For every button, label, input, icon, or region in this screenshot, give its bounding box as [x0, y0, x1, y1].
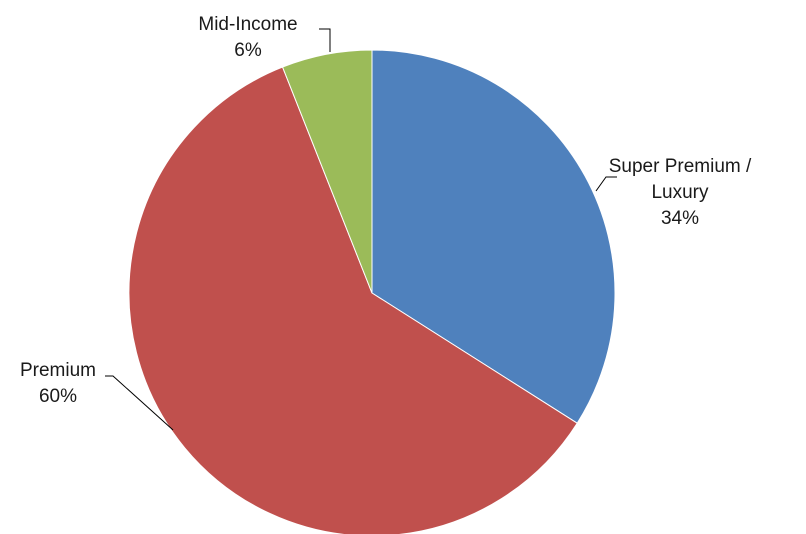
data-label-super-premium-luxury: Super Premium / Luxury 34%: [609, 156, 752, 229]
pie-slice-super-premium-luxury: [371, 49, 616, 424]
percent-label: 60%: [39, 386, 77, 407]
data-label-premium: Premium 60%: [20, 360, 96, 407]
pie-slice-mid-income: [281, 49, 373, 294]
leader-lines-layer: [105, 28, 617, 431]
pie-slice-premium: [128, 66, 578, 534]
category-label: Super Premium /: [609, 156, 752, 177]
category-label: Luxury: [651, 182, 709, 203]
percent-label: 34%: [661, 208, 699, 229]
percent-label: 6%: [234, 40, 262, 61]
data-labels-layer: Super Premium / Luxury 34% Premium 60% Mid-In…: [20, 14, 752, 407]
leader-line-super-premium-luxury: [595, 176, 617, 192]
slices-layer: [128, 49, 616, 534]
category-label: Premium: [20, 360, 96, 381]
data-label-mid-income: Mid-Income 6%: [198, 14, 297, 61]
leader-line-mid-income: [319, 28, 331, 52]
leader-line-premium: [105, 375, 174, 431]
category-label: Mid-Income: [198, 14, 297, 35]
